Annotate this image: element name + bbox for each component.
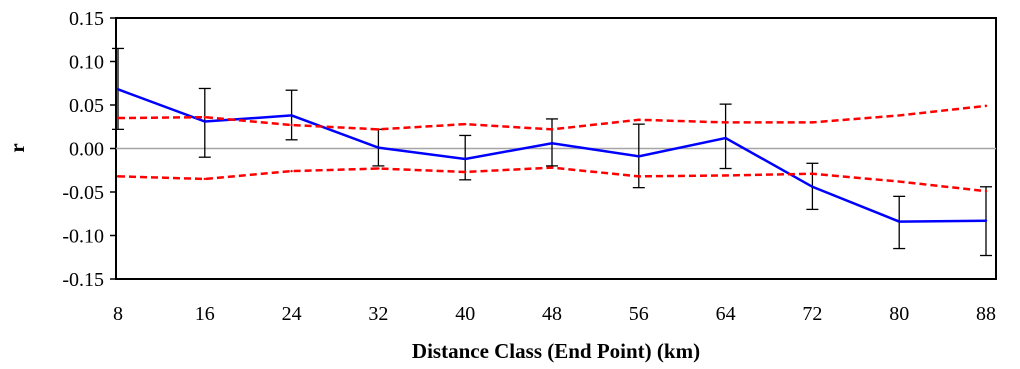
y-tick-label: 0.15	[69, 8, 104, 30]
series-layer	[112, 47, 992, 257]
series-lower-confidence	[116, 166, 988, 193]
data-point-observed	[637, 155, 640, 158]
y-tick-label: 0.10	[69, 52, 104, 74]
data-point-upper-confidence	[724, 121, 727, 124]
x-tick-label: 56	[629, 303, 649, 325]
data-point-observed	[550, 142, 554, 145]
y-ticks: 0.15 0.10 0.05 0.00 -0.05 -0.10 -0.15	[62, 8, 116, 291]
data-point-observed	[203, 120, 206, 123]
series-observed	[112, 47, 992, 257]
x-tick-label: 80	[889, 303, 909, 325]
data-point-observed	[898, 220, 901, 223]
x-tick-label: 32	[368, 303, 388, 325]
data-point-observed	[464, 157, 467, 161]
data-point-lower-confidence	[637, 175, 640, 178]
x-ticks: 8 16 24 32 40 48 56 64 72 80 88	[113, 303, 996, 325]
data-point-observed	[116, 88, 120, 91]
data-point-upper-confidence	[464, 122, 467, 126]
data-point-lower-confidence	[464, 170, 467, 174]
data-point-lower-confidence	[724, 174, 727, 177]
series-upper-confidence	[116, 104, 988, 131]
data-point-upper-confidence	[984, 104, 988, 108]
data-point-observed	[290, 114, 293, 117]
error-bar	[198, 87, 211, 158]
data-point-lower-confidence	[984, 189, 988, 193]
data-point-lower-confidence	[290, 169, 293, 173]
x-tick-label: 72	[802, 303, 822, 325]
data-point-lower-confidence	[550, 166, 554, 169]
y-tick-label: 0.00	[69, 139, 104, 161]
x-axis-title: Distance Class (End Point) (km)	[412, 339, 700, 363]
data-point-lower-confidence	[811, 172, 814, 175]
data-point-upper-confidence	[290, 123, 293, 127]
data-point-lower-confidence	[377, 167, 380, 170]
data-point-observed	[811, 185, 814, 188]
data-point-observed	[377, 146, 380, 149]
data-point-lower-confidence	[898, 180, 901, 183]
y-tick-label: -0.10	[62, 226, 104, 248]
x-tick-label: 64	[716, 303, 736, 325]
data-point-upper-confidence	[550, 128, 554, 131]
error-bar	[719, 103, 732, 170]
series-line-lower-confidence	[117, 166, 987, 193]
y-axis-title: r	[5, 143, 29, 152]
data-point-upper-confidence	[898, 114, 901, 117]
data-point-observed	[984, 219, 988, 222]
data-point-upper-confidence	[116, 116, 120, 120]
x-tick-label: 24	[282, 303, 302, 325]
data-point-upper-confidence	[377, 128, 380, 131]
x-tick-label: 48	[542, 303, 562, 325]
y-tick-label: -0.15	[62, 269, 104, 291]
x-tick-label: 8	[113, 303, 123, 325]
data-point-upper-confidence	[811, 121, 814, 124]
data-point-lower-confidence	[203, 177, 206, 181]
data-point-upper-confidence	[203, 115, 206, 119]
data-point-observed	[724, 136, 727, 140]
x-tick-label: 88	[976, 303, 996, 325]
x-tick-label: 40	[455, 303, 475, 325]
y-tick-label: -0.05	[62, 182, 104, 204]
data-point-lower-confidence	[116, 175, 120, 178]
y-tick-label: 0.05	[69, 95, 104, 117]
x-tick-label: 16	[195, 303, 215, 325]
data-point-upper-confidence	[637, 118, 640, 121]
